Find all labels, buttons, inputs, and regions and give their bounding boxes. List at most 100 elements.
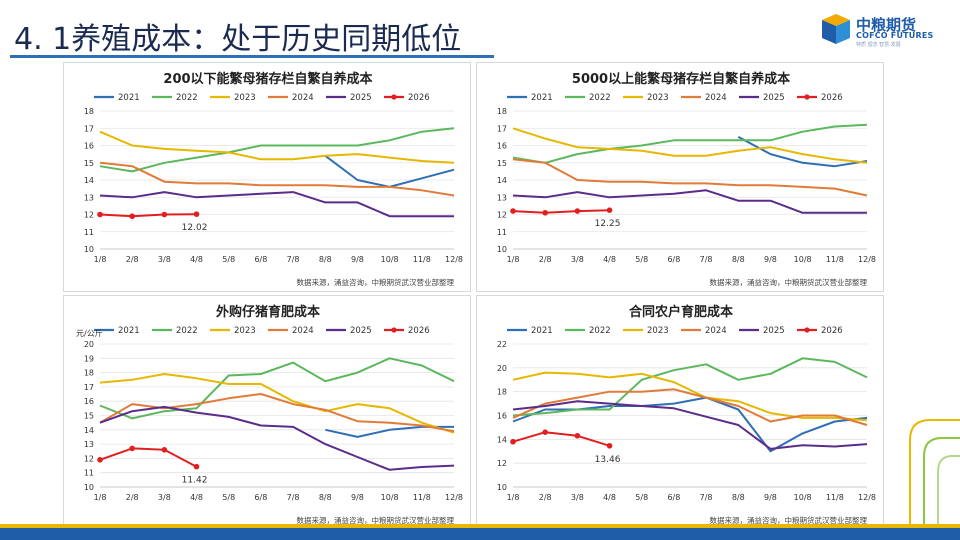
y-tick-label: 13 [84,193,94,202]
chart-panel-2: 5000以上能繁母猪存栏自繁自养成本 2021 2022 2023 2024 2025 20… [476,62,884,292]
end-value-label: 12.02 [182,223,208,233]
chart-title: 200以下能繁母猪存栏自繁自养成本 [163,71,372,87]
chart-2: 5000以上能繁母猪存栏自繁自养成本 2021 2022 2023 2024 2025 20… [497,71,876,287]
x-tick-label: 9/8 [351,493,364,502]
series-line-2026 [99,213,197,218]
end-value-label: 12.25 [595,219,621,229]
x-tick-label: 4/8 [190,255,203,264]
y-tick-label: 14 [497,176,507,185]
y-tick-label: 17 [84,124,94,133]
series-line-2025 [512,189,867,214]
x-tick-label: 3/8 [158,255,171,264]
x-tick-label: 1/8 [94,255,107,264]
x-tick-label: 1/8 [507,493,520,502]
x-tick-label: 7/8 [700,493,713,502]
series-point-2026 [510,438,516,445]
x-tick-label: 8/8 [319,493,332,502]
x-tick-label: 4/8 [190,493,203,502]
y-tick-label: 22 [497,340,507,349]
x-tick-label: 12/8 [858,255,876,264]
legend-label-2021: 2021 [118,326,140,336]
legend-marker-2026 [391,94,397,100]
y-tick-label: 14 [84,176,94,185]
series-line-2021 [324,155,455,188]
x-tick-label: 5/8 [635,255,648,264]
y-tick-label: 20 [84,340,94,349]
x-tick-label: 3/8 [158,493,171,502]
x-tick-label: 12/8 [858,493,876,502]
logo-text-en: COFCO FUTURES [856,31,934,40]
y-tick-label: 10 [497,483,507,492]
legend-label-2022: 2022 [589,326,611,336]
x-tick-label: 7/8 [287,255,300,264]
chart-title: 外购仔猪育肥成本 [215,304,320,320]
y-tick-label: 13 [497,193,507,202]
x-tick-label: 6/8 [667,493,680,502]
y-tick-label: 19 [84,354,94,363]
series-line-2025 [512,400,868,450]
x-tick-label: 10/8 [381,255,399,264]
chart-title: 合同农户育肥成本 [629,304,733,320]
x-tick-label: 1/8 [94,493,107,502]
series-point-2026 [129,445,135,452]
legend-marker-2026 [804,94,810,100]
legend-label-2022: 2022 [589,93,611,103]
source-note: 数据来源，涌益咨询，中粮期货武汉营业部整理 [297,515,455,525]
chart-title: 5000以上能繁母猪存栏自繁自养成本 [572,71,790,87]
series-point-2026 [542,429,548,435]
legend-label-2021: 2021 [531,93,553,103]
x-tick-label: 7/8 [287,493,300,502]
x-tick-label: 2/8 [539,255,552,264]
x-tick-label: 7/8 [700,255,713,264]
y-tick-label: 13 [84,440,94,449]
legend-label-2024: 2024 [292,326,314,336]
legend-label-2024: 2024 [705,326,727,336]
x-tick-label: 11/8 [826,493,844,502]
y-tick-label: 12 [497,211,507,220]
legend-label-2025: 2025 [763,93,785,103]
y-tick-label: 11 [497,228,507,237]
legend-label-2025: 2025 [350,326,372,336]
series-line-2022 [512,123,868,164]
series-point-2026 [161,447,168,453]
x-tick-label: 3/8 [571,255,584,264]
end-value-label: 13.46 [595,455,621,465]
logo-tagline: 特质 理念 智慧 发展 [856,42,901,48]
legend-label-2023: 2023 [647,326,669,336]
legend-marker-2026 [804,327,810,333]
x-tick-label: 10/8 [794,255,812,264]
legend-label-2023: 2023 [234,93,256,103]
legend-label-2022: 2022 [176,93,198,103]
legend-label-2026: 2026 [408,93,430,103]
y-tick-label: 10 [84,483,94,492]
x-tick-label: 5/8 [222,255,235,264]
x-tick-label: 8/8 [732,493,745,502]
y-tick-label: 14 [84,426,94,435]
x-tick-label: 12/8 [445,493,463,502]
decorative-lines [909,419,960,524]
x-tick-label: 6/8 [667,255,680,264]
y-tick-label: 12 [497,459,507,468]
series-line-2023 [512,371,868,422]
series-point-2026 [574,208,581,214]
x-tick-label: 4/8 [603,493,616,502]
x-tick-label: 9/8 [351,255,364,264]
series-line-2023 [99,373,455,434]
series-point-2026 [510,208,516,214]
y-tick-label: 20 [497,364,507,373]
legend-label-2022: 2022 [176,326,198,336]
legend-label-2025: 2025 [763,326,785,336]
series-point-2026 [97,211,103,218]
y-tick-label: 16 [84,397,94,406]
x-tick-label: 4/8 [603,255,616,264]
series-line-2024 [512,388,868,426]
footer-bar [0,528,960,540]
legend-label-2021: 2021 [531,326,553,336]
x-tick-label: 9/8 [764,255,777,264]
y-axis-label: 元/公斤 [76,328,103,338]
y-tick-label: 10 [84,245,94,254]
legend-label-2026: 2026 [408,326,430,336]
x-tick-label: 6/8 [254,493,267,502]
series-line-2026 [512,209,610,214]
chart-panel-4: 合同农户育肥成本 2021 2022 2023 2024 2025 2026 10 12 14 16… [476,295,884,530]
